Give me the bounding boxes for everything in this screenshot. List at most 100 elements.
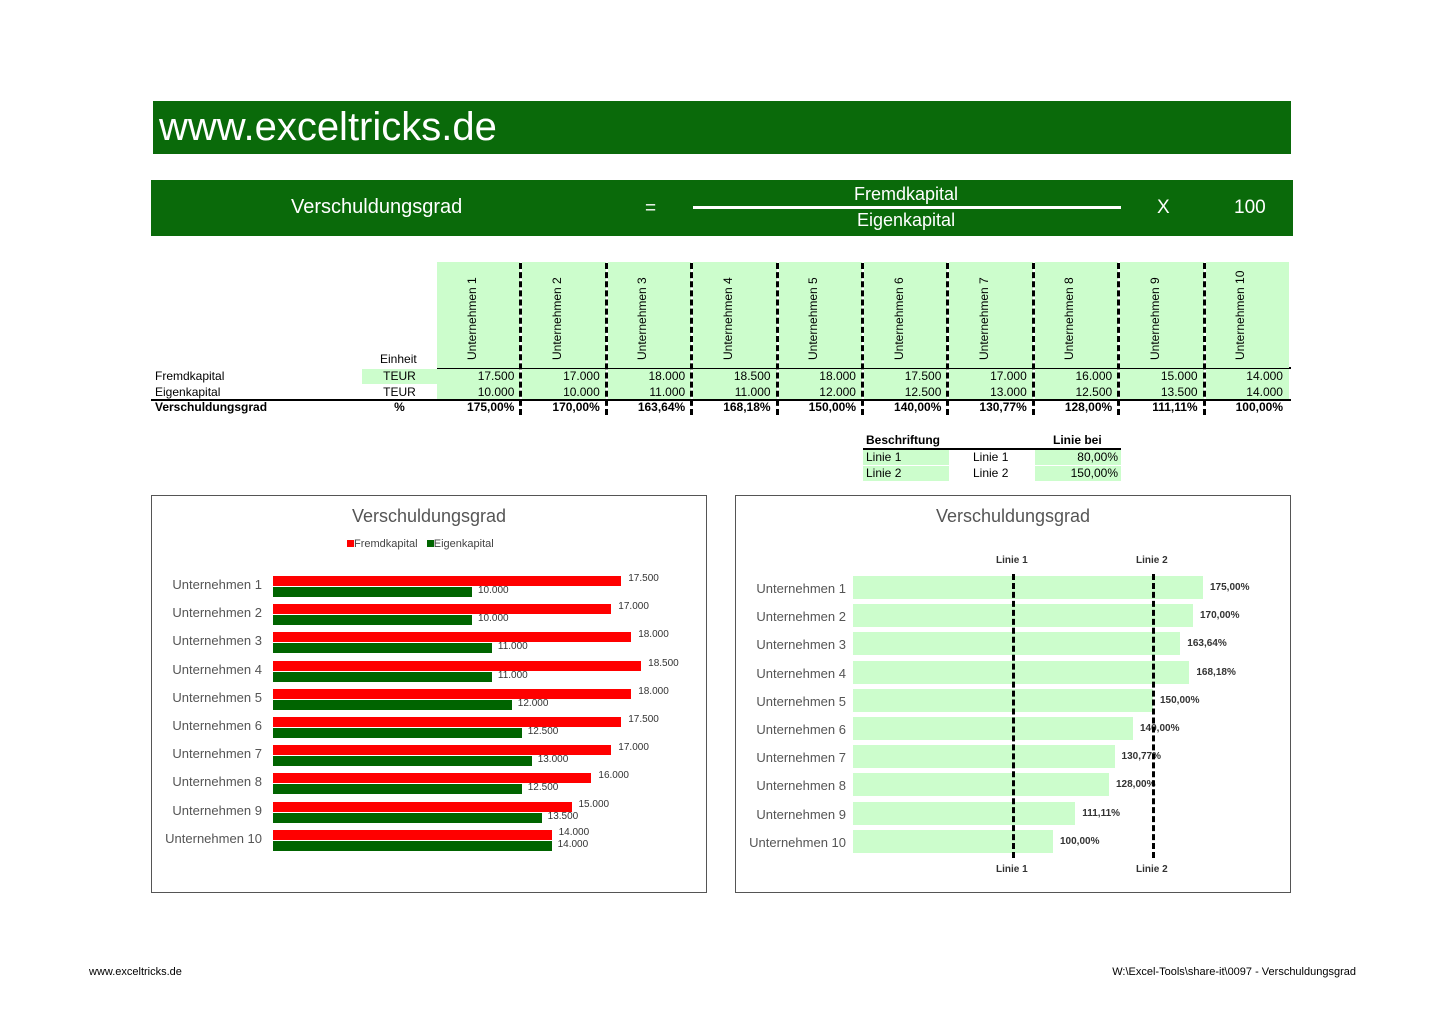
chart-right-title: Verschuldungsgrad [935,506,1091,526]
category-label: Unternehmen 1 [756,581,846,596]
category-label: Unternehmen 4 [172,661,262,677]
bar-verschuldungsgrad [853,801,1076,825]
table-cell: 17.500 [904,369,942,383]
company-name: Unternehmen 9 [1147,277,1162,360]
data-label: 12.500 [527,782,559,794]
category-label: Unternehmen 3 [172,633,262,649]
lines-table: Beschriftung Linie bei Linie 1 Linie 1 80,… [863,433,1121,482]
bar-eigenkapital [273,587,472,597]
legend-swatch-fremdkapital [347,540,354,547]
bar-verschuldungsgrad [853,717,1133,740]
legend-fremdkapital: Fremdkapital [354,538,418,550]
column-divider [519,263,523,415]
column-divider [604,263,608,415]
data-label: 170,00% [1200,610,1240,622]
category-label: Unternehmen 2 [756,609,846,625]
company-header: Unternehmen 1 [437,262,521,368]
unit-highlight [362,369,437,384]
company-name: Unternehmen 6 [891,277,906,360]
company-header: Unternehmen 7 [949,262,1033,368]
column-divider [1117,263,1121,415]
table-cell: 140,00% [894,400,942,414]
company-header: Unternehmen 5 [778,262,862,368]
data-label: 13.500 [547,810,579,822]
table-cell: 12.000 [819,384,856,399]
reference-line-label-top: Linie 2 [1136,555,1168,566]
line-name: Linie 2 [973,466,1009,480]
bar-eigenkapital [273,812,542,823]
formula-numerator: Fremdkapital [854,184,959,204]
table-cell: 17.000 [563,369,600,383]
lines-row: Linie 1 Linie 1 80,00% [863,450,1121,466]
category-label: Unternehmen 4 [756,665,846,681]
header-rule [437,367,1291,369]
formula-factor: 100 [1234,197,1266,218]
bar-fremdkapital [273,773,592,784]
table-cell: 12.500 [1075,384,1113,399]
column-divider [1202,263,1206,415]
footer-left: www.exceltricks.de [89,966,182,978]
legend-eigenkapital: Eigenkapital [433,538,494,550]
data-label: 18.000 [638,629,669,641]
footer-path: W:\Excel-Tools\share-it\0097 - Verschuld… [1112,966,1356,978]
data-label: 12.000 [517,697,549,709]
bar-verschuldungsgrad [853,829,1053,853]
data-label: 128,00% [1116,779,1156,791]
bar-fremdkapital [273,576,622,586]
company-header: Unternehmen 9 [1120,262,1204,368]
company-header: Unternehmen 3 [607,262,692,368]
table-cell: 11.000 [649,384,686,399]
reference-line [1012,574,1015,858]
data-label: 10.000 [478,613,509,625]
line-value: 150,00% [1035,466,1121,481]
reference-line-label-bottom: Linie 2 [1136,864,1168,875]
lines-header-value: Linie bei [1053,433,1102,447]
value-bg [778,369,862,399]
bar-verschuldungsgrad [853,604,1193,628]
category-label: Unternehmen 3 [756,637,846,653]
bar-verschuldungsgrad [853,660,1190,684]
company-name: Unternehmen 1 [464,277,479,360]
row-label: Fremdkapital [155,369,225,383]
value-bg [949,369,1033,399]
company-name: Unternehmen 5 [806,277,821,360]
data-label: 111,11% [1082,807,1121,819]
bar-eigenkapital [273,699,512,710]
value-bg [1205,369,1289,399]
company-header: Unternehmen 2 [522,262,606,368]
data-label: 12.500 [527,726,559,737]
category-label: Unternehmen 5 [756,693,846,709]
table-cell: 170,00% [552,400,600,414]
chart-left: Verschuldungsgrad Fremdkapital Eigenkapi… [151,495,707,893]
data-label: 14.000 [557,838,589,850]
table-cell: 13.000 [990,384,1027,399]
company-name: Unternehmen 10 [1233,270,1248,360]
table-cell: 18.000 [819,369,856,383]
bar-fremdkapital [273,632,632,643]
category-label: Unternehmen 6 [756,722,846,737]
table-cell: 14.000 [1246,384,1283,399]
table-cell: 18.500 [733,369,771,383]
chart-right: Verschuldungsgrad Unternehmen 1 175,00% Un… [735,495,1291,893]
formula-bar: Verschuldungsgrad = Fremdkapital Eigenka… [151,180,1293,236]
category-label: Unternehmen 8 [756,778,846,794]
company-header: Unternehmen 6 [864,262,948,368]
data-label: 15.000 [578,798,610,810]
bar-fremdkapital [273,604,612,615]
bar-eigenkapital [273,671,492,682]
table-cell: 128,00% [1064,400,1113,414]
bar-eigenkapital [273,784,522,795]
company-header: Unternehmen 4 [693,262,777,368]
row-unit: TEUR [383,369,416,383]
column-divider [690,263,694,415]
row-label: Verschuldungsgrad [155,400,268,414]
formula-denominator: Eigenkapital [857,210,956,230]
company-name: Unternehmen 2 [550,277,565,360]
bar-verschuldungsgrad [853,576,1203,599]
table-cell: 15.000 [1160,369,1198,383]
category-label: Unternehmen 9 [756,806,846,822]
table-cell: 111,11% [1152,400,1198,414]
fraction-line [693,206,1121,209]
company-header: Unternehmen 8 [1034,262,1119,368]
bar-fremdkapital [273,829,552,840]
